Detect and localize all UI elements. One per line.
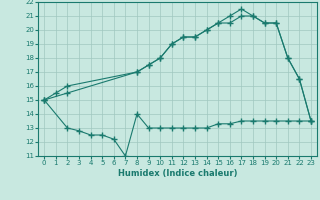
X-axis label: Humidex (Indice chaleur): Humidex (Indice chaleur) [118, 169, 237, 178]
